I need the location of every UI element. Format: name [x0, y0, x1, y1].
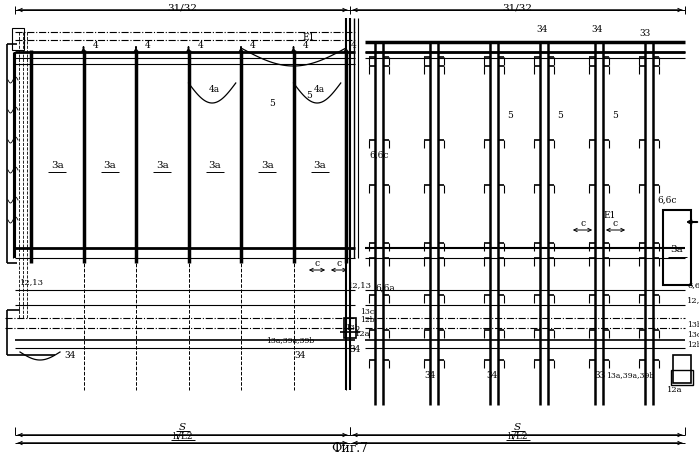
Text: 4: 4: [198, 40, 203, 49]
Text: 3a: 3a: [208, 162, 221, 170]
Text: 3a: 3a: [261, 162, 273, 170]
Text: 6,6a: 6,6a: [375, 284, 395, 293]
Text: 12,13: 12,13: [20, 278, 44, 286]
Text: S: S: [179, 422, 186, 431]
Text: 34: 34: [536, 26, 548, 34]
Text: 33: 33: [640, 29, 651, 38]
Text: 6,6a: 6,6a: [687, 281, 699, 289]
Text: 4: 4: [93, 40, 99, 49]
Text: 4a: 4a: [209, 86, 220, 94]
Text: c: c: [580, 218, 586, 228]
Text: 5: 5: [557, 110, 563, 120]
Text: 4: 4: [145, 40, 151, 49]
Text: 34: 34: [487, 371, 498, 380]
Text: c: c: [315, 258, 319, 267]
Text: 34: 34: [64, 350, 75, 360]
Text: 34: 34: [294, 350, 305, 360]
Text: 5: 5: [306, 92, 312, 100]
Text: 31/32: 31/32: [503, 4, 533, 12]
Text: 6,6c: 6,6c: [369, 151, 389, 159]
Text: 12,13: 12,13: [687, 296, 699, 304]
Text: 3a: 3a: [51, 162, 64, 170]
Text: 33: 33: [594, 371, 605, 380]
Text: c: c: [612, 218, 617, 228]
Text: 12a: 12a: [668, 386, 683, 394]
Text: S: S: [514, 422, 521, 431]
Text: 3a: 3a: [313, 162, 326, 170]
Text: 12b: 12b: [360, 316, 375, 324]
Bar: [663, 210, 691, 285]
Text: 12b: 12b: [687, 341, 699, 349]
Text: 6,6c: 6,6c: [657, 196, 677, 205]
Text: E1: E1: [302, 33, 315, 42]
Text: 4a: 4a: [314, 86, 325, 94]
Text: 5: 5: [507, 110, 513, 120]
Text: h/L2: h/L2: [172, 431, 193, 441]
Text: E1: E1: [604, 211, 617, 219]
Text: 3a: 3a: [156, 162, 168, 170]
Text: c: c: [336, 258, 342, 267]
Bar: [673, 355, 691, 383]
Text: 31/32: 31/32: [168, 4, 198, 12]
Text: 34: 34: [591, 26, 603, 34]
Text: 5: 5: [612, 110, 618, 120]
Text: 34: 34: [350, 345, 361, 354]
Text: 13c: 13c: [360, 308, 374, 316]
Text: 13a,39a,39b: 13a,39a,39b: [606, 371, 654, 379]
Text: 34: 34: [424, 371, 435, 380]
Text: Фиг.7: Фиг.7: [331, 442, 368, 454]
Text: 13c: 13c: [687, 331, 699, 339]
Text: 3a: 3a: [670, 245, 684, 255]
Text: 13b: 13b: [687, 321, 699, 329]
Text: 13b: 13b: [345, 324, 360, 332]
Bar: [344, 318, 356, 338]
Text: 12a: 12a: [355, 330, 370, 338]
Text: 5: 5: [270, 98, 275, 108]
Text: 4: 4: [303, 40, 308, 49]
Text: 4: 4: [250, 40, 256, 49]
Text: 4: 4: [351, 40, 357, 49]
Bar: [671, 370, 693, 385]
Text: 12,13: 12,13: [348, 281, 372, 289]
Text: 3a: 3a: [103, 162, 116, 170]
Text: 13a,39a,39b: 13a,39a,39b: [266, 336, 314, 344]
Text: h/L2: h/L2: [507, 431, 528, 441]
Bar: [12, 28, 24, 50]
